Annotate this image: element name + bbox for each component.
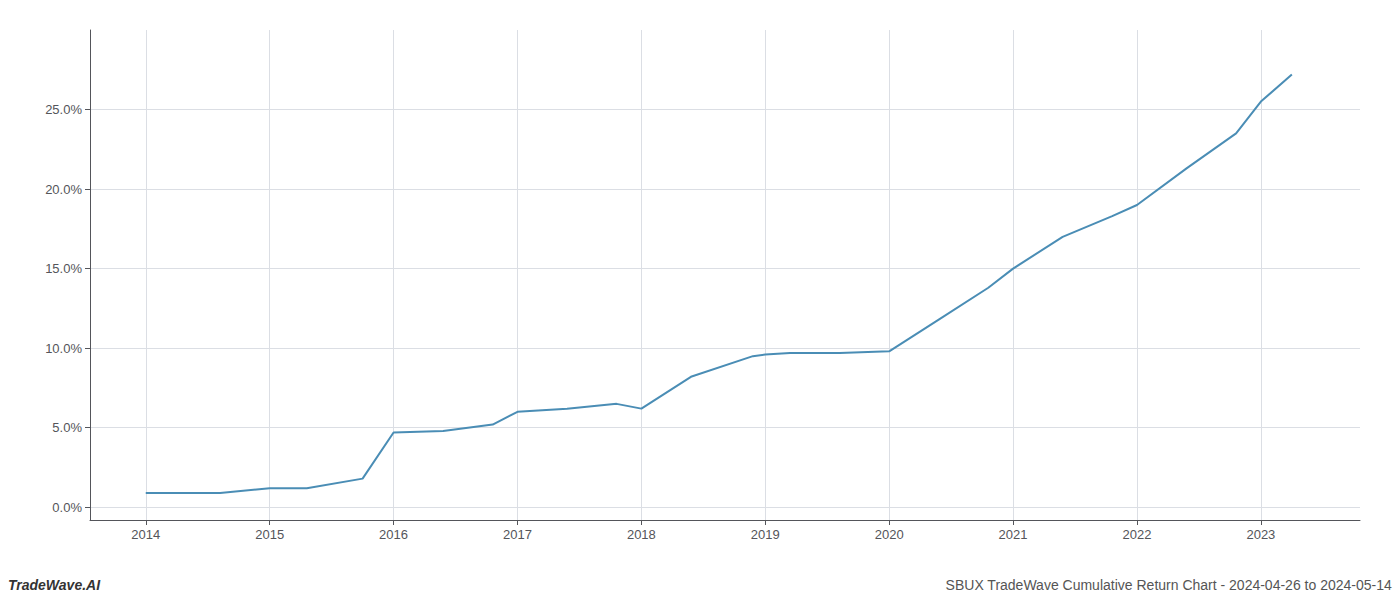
svg-text:TradeWave.AI: TradeWave.AI bbox=[8, 577, 101, 593]
svg-text:2023: 2023 bbox=[1246, 527, 1275, 542]
svg-text:2019: 2019 bbox=[751, 527, 780, 542]
svg-text:2021: 2021 bbox=[999, 527, 1028, 542]
svg-text:2018: 2018 bbox=[627, 527, 656, 542]
svg-text:15.0%: 15.0% bbox=[45, 261, 82, 276]
svg-text:0.0%: 0.0% bbox=[52, 500, 82, 515]
svg-text:5.0%: 5.0% bbox=[52, 420, 82, 435]
svg-text:2017: 2017 bbox=[503, 527, 532, 542]
svg-text:25.0%: 25.0% bbox=[45, 102, 82, 117]
svg-text:2015: 2015 bbox=[255, 527, 284, 542]
svg-text:2016: 2016 bbox=[379, 527, 408, 542]
svg-text:SBUX TradeWave Cumulative Retu: SBUX TradeWave Cumulative Return Chart -… bbox=[946, 577, 1392, 593]
svg-text:2020: 2020 bbox=[875, 527, 904, 542]
svg-text:2014: 2014 bbox=[131, 527, 160, 542]
svg-text:10.0%: 10.0% bbox=[45, 341, 82, 356]
svg-text:20.0%: 20.0% bbox=[45, 182, 82, 197]
svg-text:2022: 2022 bbox=[1123, 527, 1152, 542]
